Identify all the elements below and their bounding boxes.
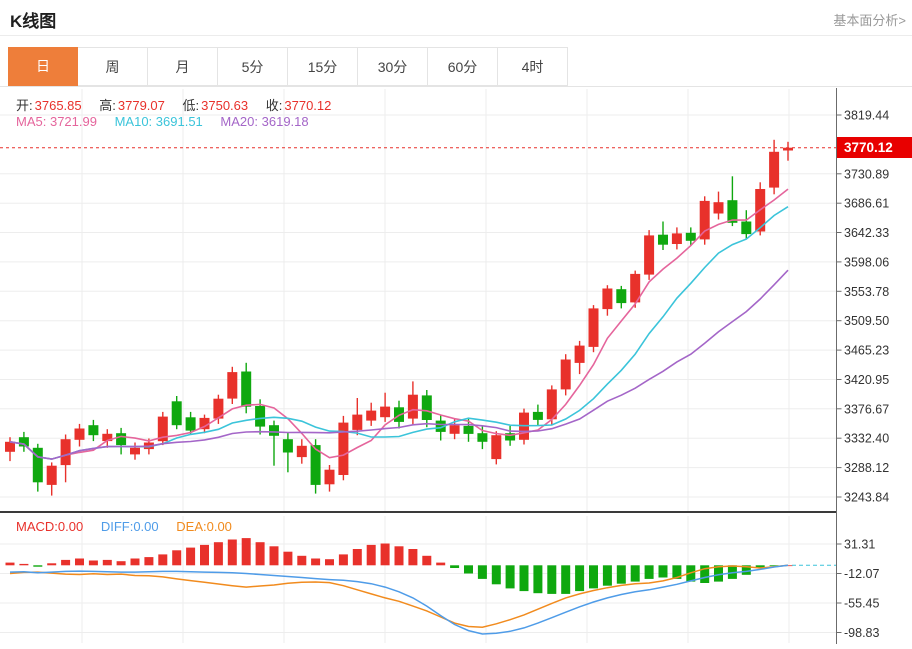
svg-text:3686.61: 3686.61 [844,197,889,211]
ma20-line [9,269,789,460]
period-tabbar: 日周月 5分 15分 30分 60分 4时 [8,47,568,86]
svg-text:3376.67: 3376.67 [844,402,889,416]
svg-text:3598.06: 3598.06 [844,255,889,269]
tab-4hour[interactable]: 4时 [498,47,568,86]
candlestick-series [5,139,793,496]
macd-legend: MACD:0.00 DIFF:0.00 DEA:0.00 [16,519,246,534]
svg-text:3819.44: 3819.44 [844,109,889,123]
svg-text:-12.07: -12.07 [844,567,879,581]
diff-line [9,564,789,635]
tabbar-underline [0,86,912,87]
svg-text:3332.40: 3332.40 [844,432,889,446]
tab-day[interactable]: 日 [8,47,78,86]
svg-text:3509.50: 3509.50 [844,314,889,328]
dea-line [9,564,789,628]
tab-15min[interactable]: 15分 [288,47,358,86]
svg-text:3730.89: 3730.89 [844,167,889,181]
svg-text:3243.84: 3243.84 [844,491,889,505]
grid-lines [0,89,836,643]
tab-month[interactable]: 月 [148,47,218,86]
ma-legend: MA5: 3721.99 MA10: 3691.51 MA20: 3619.18 [16,114,323,129]
close-value: 收: 3770.12 [265,98,332,113]
macd-value: MACD:0.00 [16,519,84,534]
page-title: K线图 [10,12,57,31]
tab-week[interactable]: 周 [78,47,148,86]
dea-value: DEA:0.00 [176,519,232,534]
svg-text:31.31: 31.31 [844,538,875,552]
ma5-value: MA5: 3721.99 [16,114,97,129]
svg-text:-55.45: -55.45 [844,597,879,611]
tab-30min[interactable]: 30分 [358,47,428,86]
ma-lines [9,188,789,460]
title-divider [0,35,912,36]
low-value: 低: 3750.63 [182,98,249,113]
svg-text:3642.33: 3642.33 [844,226,889,240]
ma10-value: MA10: 3691.51 [114,114,203,129]
svg-text:3420.95: 3420.95 [844,373,889,387]
fundamental-analysis-link[interactable]: 基本面分析> [833,13,906,28]
svg-text:3465.23: 3465.23 [844,344,889,358]
ohlc-legend: 开: 3765.85 高: 3779.07 低: 3750.63 收: 3770.12 [16,95,345,114]
svg-text:3288.12: 3288.12 [844,461,889,475]
svg-text:-98.83: -98.83 [844,626,879,640]
current-price-tag: 3770.12 [837,137,912,158]
ma20-value: MA20: 3619.18 [220,114,309,129]
ma5-line [9,188,789,460]
price-axis: 3819.44 3730.89 3686.61 3642.33 3598.06 3553.… [836,88,889,644]
open-value: 开: 3765.85 [16,98,82,113]
tab-5min[interactable]: 5分 [218,47,288,86]
diff-value: DIFF:0.00 [100,519,159,534]
tab-60min[interactable]: 60分 [428,47,498,86]
svg-text:3553.78: 3553.78 [844,285,889,299]
high-value: 高: 3779.07 [99,98,165,113]
